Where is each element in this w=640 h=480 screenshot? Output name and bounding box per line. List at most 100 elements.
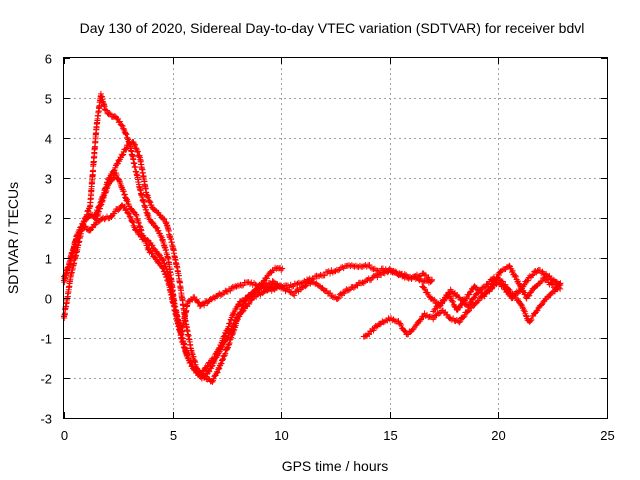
data-point — [398, 322, 405, 329]
data-point — [367, 264, 374, 271]
data-point — [113, 172, 120, 179]
data-point — [152, 247, 159, 254]
data-point — [251, 289, 258, 296]
data-point — [161, 268, 168, 275]
series-track-f — [419, 262, 564, 314]
data-point — [163, 274, 170, 281]
data-point — [116, 177, 123, 184]
data-point — [154, 225, 161, 232]
y-tick-label: -2 — [40, 372, 52, 387]
data-point — [474, 298, 481, 305]
data-point — [420, 278, 427, 285]
data-point — [149, 250, 156, 257]
data-point — [227, 335, 234, 342]
data-point — [421, 271, 428, 278]
data-point — [122, 130, 129, 137]
data-point — [366, 262, 373, 269]
data-point — [152, 255, 159, 262]
data-point — [101, 216, 108, 223]
x-tick-label: 20 — [491, 428, 505, 443]
data-point — [502, 281, 509, 288]
data-point — [149, 242, 156, 249]
data-point — [240, 302, 247, 309]
data-point — [65, 264, 72, 271]
data-point — [438, 300, 445, 307]
data-point — [467, 289, 474, 296]
data-point — [519, 288, 526, 295]
data-point — [231, 311, 238, 318]
data-point — [291, 292, 298, 299]
data-point — [219, 291, 226, 298]
data-point — [348, 262, 355, 269]
data-point — [246, 300, 253, 307]
data-point — [327, 290, 334, 297]
data-point — [61, 275, 68, 282]
data-point — [265, 286, 272, 293]
data-point — [95, 204, 102, 211]
data-point — [122, 146, 129, 153]
data-point — [431, 296, 438, 303]
data-point — [127, 213, 134, 220]
data-point — [82, 214, 89, 221]
y-tick-label: 4 — [45, 132, 52, 147]
data-point — [310, 276, 317, 283]
data-point — [245, 300, 252, 307]
data-point — [107, 174, 114, 181]
data-point — [257, 285, 264, 292]
data-point — [119, 152, 126, 159]
series-track-b — [61, 170, 435, 382]
data-point — [549, 281, 556, 288]
data-point — [537, 279, 544, 286]
data-point — [216, 365, 223, 372]
data-point — [206, 368, 213, 375]
data-point — [339, 264, 346, 271]
data-point — [491, 282, 498, 289]
data-point — [506, 262, 513, 269]
data-point — [456, 319, 463, 326]
data-point — [226, 339, 233, 346]
data-point — [380, 265, 387, 272]
data-point — [161, 215, 168, 222]
data-point — [124, 198, 131, 205]
data-point — [512, 272, 519, 279]
data-point — [94, 207, 101, 214]
data-point — [416, 273, 423, 280]
data-point — [241, 299, 248, 306]
data-point — [201, 302, 208, 309]
x-tick-label: 5 — [170, 428, 177, 443]
data-point — [327, 270, 334, 277]
data-point — [118, 122, 125, 129]
data-point — [392, 268, 399, 275]
data-point — [82, 216, 89, 223]
data-point — [123, 206, 130, 213]
data-point — [298, 280, 305, 287]
data-point — [275, 283, 282, 290]
data-point — [471, 294, 478, 301]
data-point — [335, 267, 342, 274]
x-tick-label: 0 — [61, 428, 68, 443]
data-point — [457, 318, 464, 325]
data-point — [110, 167, 117, 174]
data-point — [123, 131, 130, 138]
data-point — [209, 362, 216, 369]
x-tick-label: 15 — [383, 428, 397, 443]
data-point — [128, 218, 135, 225]
data-point — [221, 352, 228, 359]
data-point — [335, 294, 342, 301]
data-point — [345, 287, 352, 294]
data-point — [120, 125, 127, 132]
data-point — [239, 303, 246, 310]
data-point — [209, 379, 216, 386]
data-point — [123, 197, 130, 204]
data-point — [234, 316, 241, 323]
data-point — [451, 303, 458, 310]
data-point — [429, 276, 436, 283]
data-point — [146, 198, 153, 205]
data-point — [210, 358, 217, 365]
data-point — [94, 208, 101, 215]
data-point — [444, 311, 451, 318]
data-point — [108, 177, 115, 184]
y-tick-label: 0 — [45, 292, 52, 307]
data-point — [155, 251, 162, 258]
